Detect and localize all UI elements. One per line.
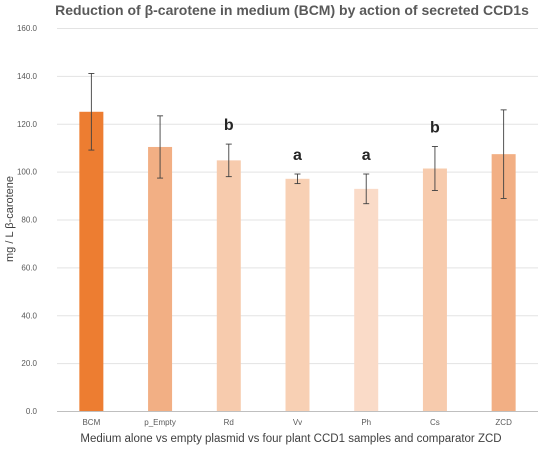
y-axis-tick-labels: 0.0 20.0 40.0 60.0 80.0 100.0 120.0 140.0 160.0 <box>17 24 38 416</box>
y-tick-label: 60.0 <box>21 263 37 272</box>
x-tick-label: BCM <box>82 418 100 427</box>
significance-annotations: b a a b <box>224 117 440 164</box>
significance-letter: a <box>362 147 371 164</box>
y-tick-label: 20.0 <box>21 359 37 368</box>
bar-cs <box>422 168 447 411</box>
y-tick-label: 40.0 <box>21 311 37 320</box>
y-tick-label: 160.0 <box>17 24 38 33</box>
bar-bcm <box>79 111 104 411</box>
x-tick-label: p_Empty <box>144 418 176 427</box>
error-bars <box>88 73 507 205</box>
bar-zcd <box>491 154 516 411</box>
significance-letter: b <box>224 117 234 134</box>
y-tick-label: 120.0 <box>17 120 38 129</box>
x-tick-label: Ph <box>361 418 371 427</box>
x-tick-label: Rd <box>224 418 234 427</box>
bar-p-empty <box>148 146 173 412</box>
bar-rd <box>216 160 241 411</box>
x-tick-label: ZCD <box>495 418 512 427</box>
x-tick-label: Cs <box>430 418 440 427</box>
x-axis-tick-labels: BCM p_Empty Rd Vv Ph Cs ZCD <box>82 418 512 427</box>
y-tick-label: 0.0 <box>26 407 38 416</box>
significance-letter: b <box>430 119 440 136</box>
bars <box>79 111 516 412</box>
bar-vv <box>285 178 310 411</box>
y-tick-label: 80.0 <box>21 216 37 225</box>
y-tick-label: 140.0 <box>17 72 38 81</box>
chart-title: Reduction of β-carotene in medium (BCM) … <box>55 2 529 18</box>
bar-ph <box>354 188 379 411</box>
significance-letter: a <box>293 147 302 164</box>
x-tick-label: Vv <box>293 418 302 427</box>
y-axis-label: mg / L β-carotene <box>4 176 16 262</box>
y-tick-label: 100.0 <box>17 168 38 177</box>
x-axis-label: Medium alone vs empty plasmid vs four pl… <box>80 433 501 445</box>
